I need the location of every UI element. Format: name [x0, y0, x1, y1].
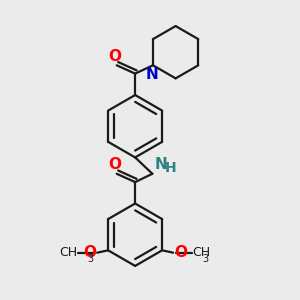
Text: N: N [146, 67, 159, 82]
Text: CH: CH [60, 246, 78, 259]
Text: N: N [154, 157, 167, 172]
Text: 3: 3 [202, 254, 208, 264]
Text: O: O [83, 245, 97, 260]
Text: O: O [109, 157, 122, 172]
Text: O: O [108, 49, 121, 64]
Text: H: H [165, 161, 176, 175]
Text: O: O [174, 245, 187, 260]
Text: 3: 3 [87, 254, 93, 264]
Text: CH: CH [193, 246, 211, 259]
